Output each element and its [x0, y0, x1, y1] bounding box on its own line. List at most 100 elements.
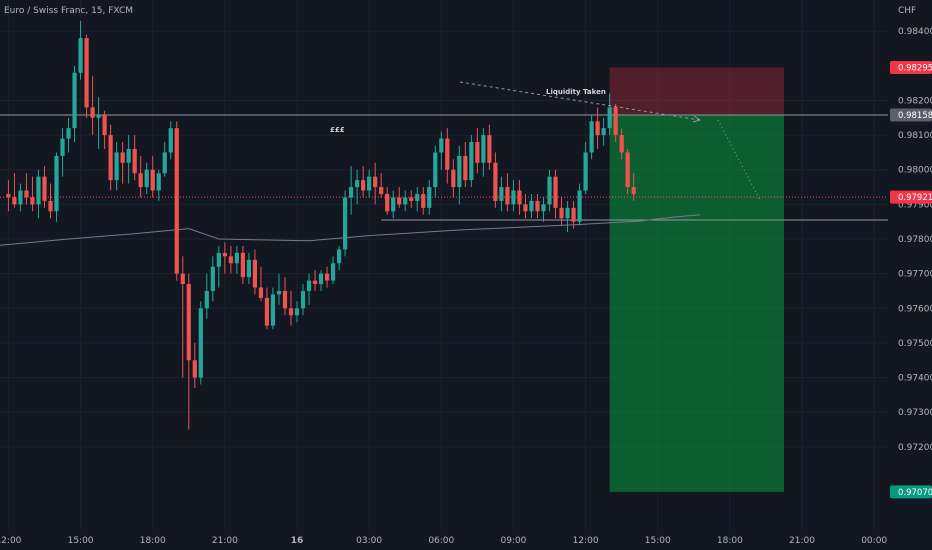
candle-body — [583, 152, 588, 191]
candle-body — [198, 308, 203, 378]
candle-body — [625, 152, 630, 188]
time-tick-label: 00:00 — [861, 536, 887, 546]
candle-body — [54, 155, 59, 212]
candle-body — [433, 152, 438, 188]
candle-body — [529, 200, 534, 212]
candle-body — [234, 252, 239, 264]
price-tick-label: 0.97900 — [898, 200, 932, 210]
candle-body — [306, 280, 312, 291]
candle-body — [114, 152, 119, 181]
candle-body — [469, 142, 474, 181]
candle-body — [391, 197, 396, 212]
candle-body — [385, 193, 390, 212]
candle-body — [36, 176, 41, 205]
candle-body — [90, 107, 95, 118]
candle-body — [96, 114, 101, 118]
candle-body — [523, 204, 528, 212]
candle-body — [505, 187, 510, 205]
candle-body — [318, 273, 324, 285]
candle-body — [300, 290, 306, 309]
candle-body — [126, 148, 131, 163]
candle-body — [228, 256, 233, 264]
ma-line — [0, 214, 700, 246]
candle-body — [48, 200, 53, 212]
time-tick-label: 21:00 — [212, 536, 238, 546]
candle-body — [547, 176, 552, 205]
time-tick-label: 12:00 — [0, 536, 22, 546]
candle-body — [270, 294, 276, 326]
level-lines[interactable] — [0, 114, 888, 221]
candle-body — [102, 114, 107, 136]
candle-body — [30, 197, 35, 205]
liquidity-level-label: £££ — [330, 126, 345, 134]
candle-body — [613, 107, 618, 136]
price-tick-label: 0.98200 — [898, 96, 932, 106]
candle-body — [595, 121, 600, 136]
candle-body — [156, 173, 161, 191]
currency-label: CHF — [898, 6, 916, 16]
last-price-badge — [890, 190, 932, 204]
candle-body — [427, 187, 432, 208]
annotations[interactable]: Liquidity Taken £££ — [330, 81, 761, 201]
symbol-title[interactable]: Euro / Swiss Franc, 15, FXCM — [4, 6, 133, 16]
candle-body — [487, 135, 492, 163]
candle-body — [631, 187, 636, 194]
entry-price-badge — [890, 108, 932, 122]
time-axis[interactable]: 12:00 15:00 18:00 21:00 16 03:00 06:00 09:00 12:… — [0, 530, 932, 550]
candle-body — [42, 176, 47, 201]
candle-body — [559, 207, 564, 219]
liquidity-arrow — [459, 81, 701, 121]
take-profit-zone — [609, 115, 784, 492]
candle-body — [445, 138, 450, 170]
price-axis[interactable]: 0.98400 0.98200 0.98100 0.98000 0.97900 0.978… — [888, 0, 932, 550]
price-axis-bg — [888, 0, 932, 550]
time-tick-label: 15:00 — [68, 536, 94, 546]
candle-body — [342, 197, 348, 250]
candle-body — [324, 273, 330, 281]
candle-body — [60, 138, 65, 156]
candle-body — [240, 252, 245, 278]
candle-body — [349, 187, 354, 198]
candle-body — [511, 190, 516, 205]
candle-body — [361, 180, 366, 191]
liquidity-taken-label: Liquidity Taken — [546, 88, 606, 96]
candle-body — [409, 197, 414, 201]
candle-body — [288, 308, 294, 316]
candle-body — [204, 290, 209, 309]
price-tick-label: 0.97300 — [898, 408, 932, 418]
candle-body — [264, 297, 270, 326]
candle-body — [415, 193, 420, 201]
price-tick-label: 0.97700 — [898, 270, 932, 280]
candle-body — [619, 135, 624, 153]
candle-body — [379, 187, 384, 194]
time-tick-label: 03:00 — [356, 536, 382, 546]
candle-body — [403, 197, 408, 205]
liquidity-arrow-head — [692, 115, 702, 123]
candle-body — [192, 360, 197, 378]
candle-body — [168, 128, 173, 153]
candle-body — [457, 155, 462, 188]
target-price-badge-text: 0.97070 — [898, 488, 932, 498]
candles — [6, 20, 636, 430]
candle-body — [66, 128, 71, 139]
candle-body — [246, 259, 252, 278]
candle-body — [571, 207, 576, 222]
candle-body — [162, 152, 167, 174]
candle-body — [541, 204, 546, 212]
price-tick-label: 0.97200 — [898, 443, 932, 453]
time-tick-label: 12:00 — [573, 536, 599, 546]
candle-body — [330, 263, 336, 281]
time-tick-label: 09:00 — [500, 536, 526, 546]
price-tick-label: 0.98100 — [898, 131, 932, 141]
candle-body — [108, 135, 113, 181]
candle-body — [336, 249, 342, 264]
candle-body — [294, 308, 300, 316]
candle-body — [132, 148, 137, 174]
candle-body — [216, 252, 221, 267]
short-position-tool[interactable] — [609, 67, 784, 492]
candle-body — [222, 252, 227, 257]
candle-body — [84, 38, 89, 108]
candle-body — [499, 187, 504, 201]
